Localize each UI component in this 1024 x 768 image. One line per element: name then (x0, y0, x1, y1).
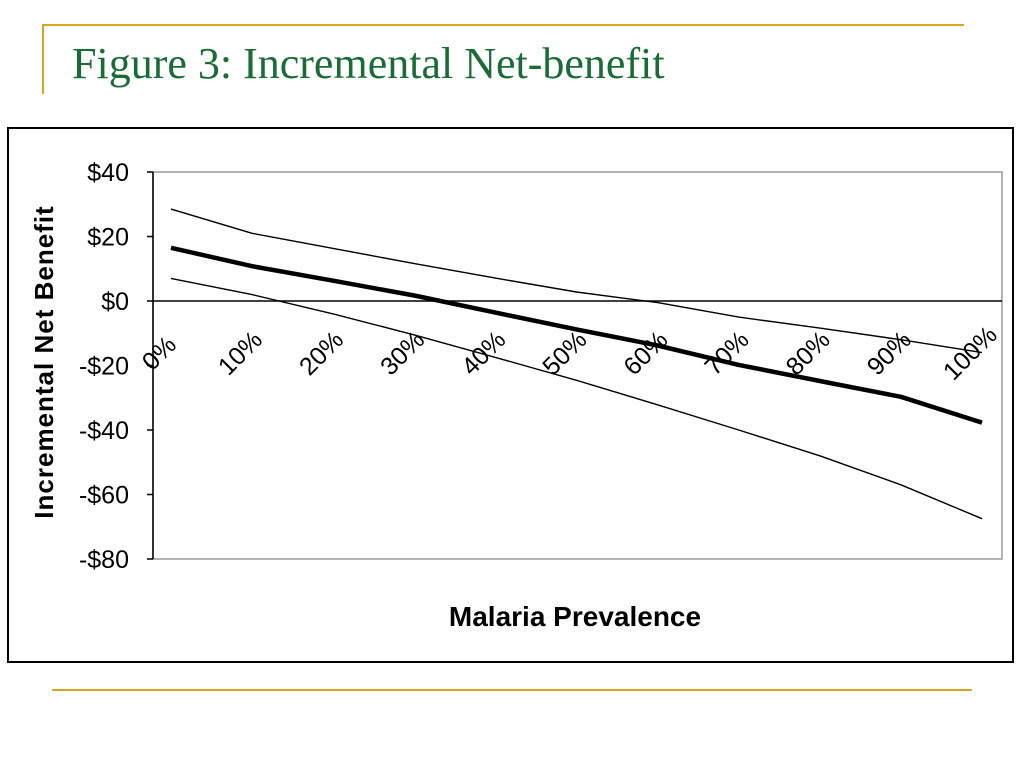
x-tick-label: 50% (537, 326, 592, 381)
series-line-main (170, 245, 983, 425)
x-tick-label: 0% (137, 331, 182, 376)
x-axis-title: Malaria Prevalence (449, 601, 701, 632)
y-axis-ticks: $40 $20 $0 -$20 -$40 -$60 -$80 (79, 159, 153, 574)
slide-title: Figure 3: Incremental Net-benefit (72, 39, 665, 88)
y-tick-label: -$40 (79, 417, 129, 445)
series-layer (170, 208, 983, 520)
x-tick-label: 100% (938, 321, 1003, 386)
title-rule-top (42, 24, 964, 26)
series-line-bound-2 (170, 277, 983, 520)
y-tick-label: $20 (87, 224, 129, 252)
bottom-rule (52, 689, 972, 691)
chart-frame (7, 127, 1014, 663)
title-rule-left (42, 24, 44, 94)
series-line-bound-1 (170, 208, 983, 354)
x-tick-label: 60% (618, 326, 673, 381)
x-tick-label: 90% (862, 326, 917, 381)
y-tick-label: $40 (87, 159, 129, 187)
y-tick-label: -$20 (79, 353, 129, 381)
x-tick-label: 10% (213, 326, 268, 381)
y-axis-title: Incremental Net Benefit (29, 205, 59, 518)
y-tick-label: $0 (101, 288, 129, 316)
x-tick-label: 30% (375, 326, 430, 381)
x-tick-label: 40% (456, 326, 511, 381)
y-tick-label: -$60 (79, 482, 129, 510)
x-tick-label: 70% (699, 326, 754, 381)
x-tick-label: 20% (294, 326, 349, 381)
x-axis-ticks: 0% 10% 20% 30% 40% 50% 60% 70% 80% 90% 100% (137, 321, 1003, 386)
y-tick-label: -$80 (79, 546, 129, 574)
